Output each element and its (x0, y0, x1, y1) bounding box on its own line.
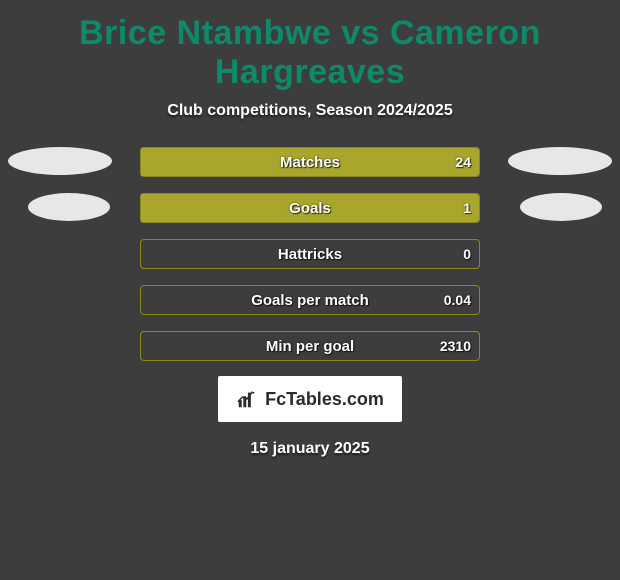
stat-row: 0.04Goals per match (0, 276, 620, 322)
metric-label: Goals per match (141, 286, 479, 314)
stat-row: 0Hattricks (0, 230, 620, 276)
page-title: Brice Ntambwe vs Cameron Hargreaves (0, 0, 620, 92)
right-player-avatar (520, 193, 602, 221)
right-player-avatar (508, 147, 612, 175)
left-player-avatar (28, 193, 110, 221)
brand-logo-card: FcTables.com (218, 376, 402, 422)
metric-label: Goals (141, 194, 479, 222)
metric-label: Min per goal (141, 332, 479, 360)
stat-bar: 2310Min per goal (140, 331, 480, 361)
comparison-infographic: Brice Ntambwe vs Cameron Hargreaves Club… (0, 0, 620, 580)
stats-section: 24Matches 1Goals 0Hattricks 0.04Goals per m… (0, 138, 620, 368)
metric-label: Matches (141, 148, 479, 176)
stat-bar: 1Goals (140, 193, 480, 223)
bar-chart-icon (236, 388, 258, 410)
page-subtitle: Club competitions, Season 2024/2025 (0, 102, 620, 120)
brand-name: FcTables.com (265, 389, 384, 410)
stat-bar: 0.04Goals per match (140, 285, 480, 315)
left-player-avatar (8, 147, 112, 175)
stat-bar: 0Hattricks (140, 239, 480, 269)
date-label: 15 january 2025 (0, 440, 620, 458)
stat-row: 24Matches (0, 138, 620, 184)
stat-row: 1Goals (0, 184, 620, 230)
stat-bar: 24Matches (140, 147, 480, 177)
stat-row: 2310Min per goal (0, 322, 620, 368)
metric-label: Hattricks (141, 240, 479, 268)
